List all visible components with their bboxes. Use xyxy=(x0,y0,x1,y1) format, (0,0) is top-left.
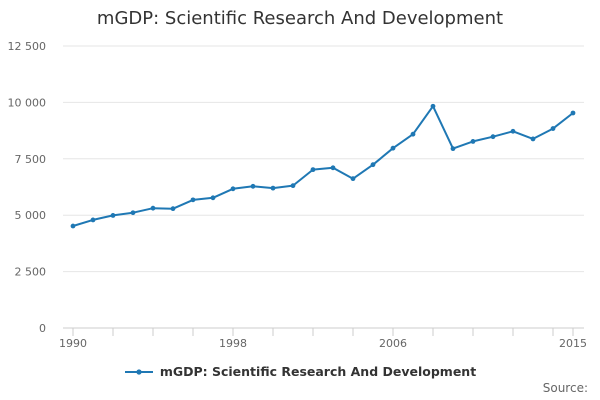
data-point xyxy=(470,139,476,144)
data-point xyxy=(250,183,256,189)
series-layer xyxy=(70,103,576,229)
x-axis-tick-labels: 1990 1998 2006 2015 xyxy=(59,337,587,350)
data-point xyxy=(290,183,296,189)
chart-title: mGDP: Scientific Research And Developmen… xyxy=(96,8,504,29)
source-label: Source: xyxy=(542,381,588,395)
data-point xyxy=(110,213,116,218)
data-point xyxy=(450,146,456,152)
data-point xyxy=(150,205,156,211)
legend-line-marker-icon xyxy=(124,368,153,375)
data-point xyxy=(570,110,576,116)
data-point xyxy=(550,126,556,131)
data-point xyxy=(370,162,376,168)
data-point xyxy=(170,206,176,212)
data-point xyxy=(230,186,236,192)
y-tick-label: 5 000 xyxy=(15,209,47,222)
y-axis-tick-labels: 0 2 500 5 000 7 500 10 000 12 500 xyxy=(8,40,47,335)
x-axis xyxy=(63,327,584,336)
x-tick-label: 1998 xyxy=(219,337,247,350)
data-point xyxy=(130,210,136,216)
y-tick-label: 10 000 xyxy=(8,96,47,109)
legend[interactable]: mGDP: Scientific Research And Developmen… xyxy=(0,364,600,379)
data-point xyxy=(70,223,76,229)
data-point xyxy=(90,217,96,223)
data-point xyxy=(490,134,496,140)
data-point xyxy=(310,167,316,173)
y-tick-label: 7 500 xyxy=(15,153,47,166)
data-point xyxy=(390,145,396,151)
data-point xyxy=(330,165,336,171)
grid-lines xyxy=(63,45,584,273)
data-point xyxy=(210,195,216,201)
legend-label[interactable]: mGDP: Scientific Research And Developmen… xyxy=(159,364,477,379)
x-tick-label: 2006 xyxy=(379,337,407,350)
x-tick-label: 1990 xyxy=(59,337,87,350)
data-point xyxy=(430,103,436,109)
data-point xyxy=(510,128,516,134)
data-point xyxy=(530,136,536,142)
y-tick-label: 0 xyxy=(39,322,46,335)
x-tick-label: 2015 xyxy=(559,337,587,350)
y-tick-label: 2 500 xyxy=(15,266,47,279)
data-point xyxy=(190,197,196,203)
data-point xyxy=(350,176,356,182)
data-point xyxy=(410,131,416,137)
y-tick-label: 12 500 xyxy=(8,40,47,53)
data-point xyxy=(270,185,276,191)
series-line xyxy=(72,105,574,227)
